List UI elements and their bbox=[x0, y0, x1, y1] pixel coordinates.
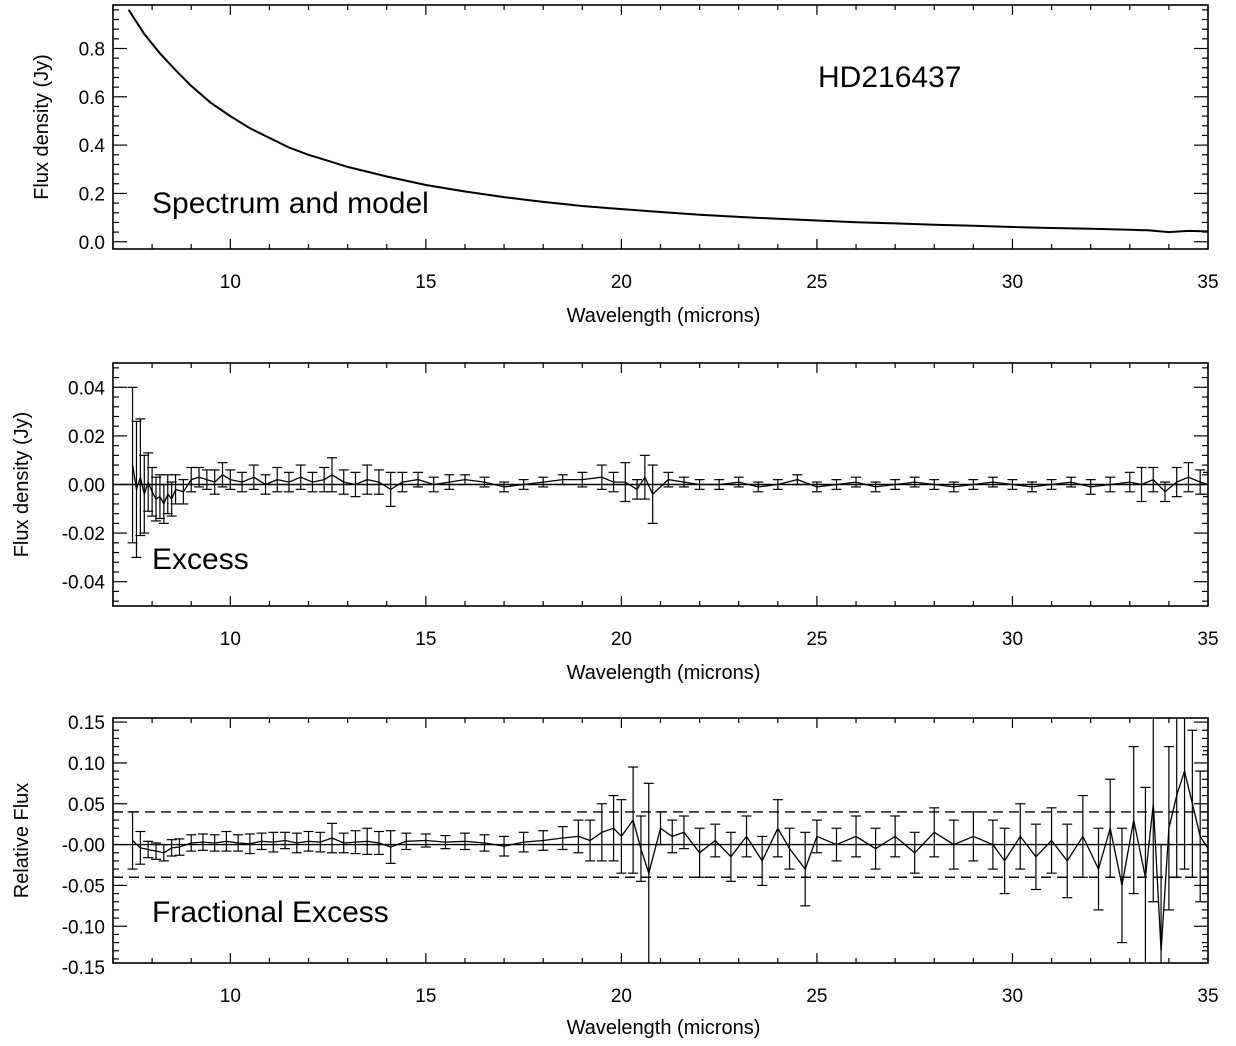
x-tick-label: 10 bbox=[220, 986, 241, 1007]
plot-area bbox=[113, 386, 1208, 559]
panel-label: Spectrum and model bbox=[152, 187, 429, 220]
x-tick-label: 30 bbox=[1002, 986, 1023, 1007]
y-tick-label: 0.2 bbox=[79, 184, 105, 205]
y-tick-label: 0.04 bbox=[68, 378, 105, 399]
x-tick-label: 25 bbox=[806, 629, 827, 650]
object-name-label: HD216437 bbox=[818, 61, 961, 94]
x-tick-label: 20 bbox=[611, 986, 632, 1007]
data-line bbox=[131, 464, 1208, 506]
y-tick-label: 0.10 bbox=[68, 754, 105, 775]
x-tick-label: 10 bbox=[220, 629, 241, 650]
plot-area bbox=[127, 9, 1208, 234]
y-tick-label: -0.15 bbox=[62, 958, 105, 979]
y-tick-label: -0.00 bbox=[62, 836, 105, 857]
panel-label: Excess bbox=[152, 543, 249, 576]
y-axis-title: Relative Flux bbox=[11, 783, 33, 899]
x-tick-label: 15 bbox=[415, 272, 436, 293]
data-line bbox=[132, 768, 1208, 951]
y-tick-label: 0.8 bbox=[79, 39, 105, 60]
y-tick-label: 0.02 bbox=[68, 427, 105, 448]
excess-panel: 10 15 20 25 30 35 -0.04 -0.02 0.00 0.02 0.04 Wavele… bbox=[11, 362, 1219, 684]
y-axis-title: Flux density (Jy) bbox=[31, 54, 53, 200]
x-tick-label: 30 bbox=[1002, 629, 1023, 650]
x-tick-label: 35 bbox=[1197, 629, 1218, 650]
x-tick-label: 15 bbox=[415, 629, 436, 650]
x-tick-label: 30 bbox=[1002, 272, 1023, 293]
y-tick-label: -0.05 bbox=[62, 876, 105, 897]
y-tick-label: 0.4 bbox=[79, 136, 106, 157]
y-tick-label: 0.15 bbox=[68, 713, 105, 734]
fractional-excess-panel: 10 15 20 25 30 35 -0.15 -0.10 -0.05 -0.00 0.05 0.10… bbox=[11, 713, 1219, 1039]
y-tick-label: 0.0 bbox=[79, 233, 105, 254]
x-tick-label: 10 bbox=[220, 272, 241, 293]
panel-label: Fractional Excess bbox=[152, 896, 389, 929]
x-tick-label: 35 bbox=[1197, 986, 1218, 1007]
y-tick-label: 0.05 bbox=[68, 795, 105, 816]
spectrum-panel: 10 15 20 25 30 35 0.0 0.2 0.4 0.6 0.8 Wavelength (m… bbox=[31, 4, 1219, 327]
plot-area bbox=[113, 718, 1208, 963]
x-tick-label: 35 bbox=[1197, 272, 1218, 293]
x-axis-title: Wavelength (microns) bbox=[567, 662, 761, 684]
y-tick-label: -0.02 bbox=[62, 524, 105, 545]
x-tick-label: 25 bbox=[806, 272, 827, 293]
spectrum-line bbox=[127, 9, 1208, 234]
x-axis-title: Wavelength (microns) bbox=[567, 305, 761, 327]
x-axis-title: Wavelength (microns) bbox=[567, 1017, 761, 1039]
x-tick-label: 20 bbox=[611, 629, 632, 650]
y-tick-label: 0.00 bbox=[68, 476, 105, 497]
x-tick-label: 15 bbox=[415, 986, 436, 1007]
y-tick-label: -0.04 bbox=[62, 573, 106, 594]
x-tick-label: 25 bbox=[806, 986, 827, 1007]
x-tick-label: 20 bbox=[611, 272, 632, 293]
y-tick-label: 0.6 bbox=[79, 88, 105, 109]
y-tick-label: -0.10 bbox=[62, 917, 105, 938]
y-axis-title: Flux density (Jy) bbox=[11, 412, 33, 558]
